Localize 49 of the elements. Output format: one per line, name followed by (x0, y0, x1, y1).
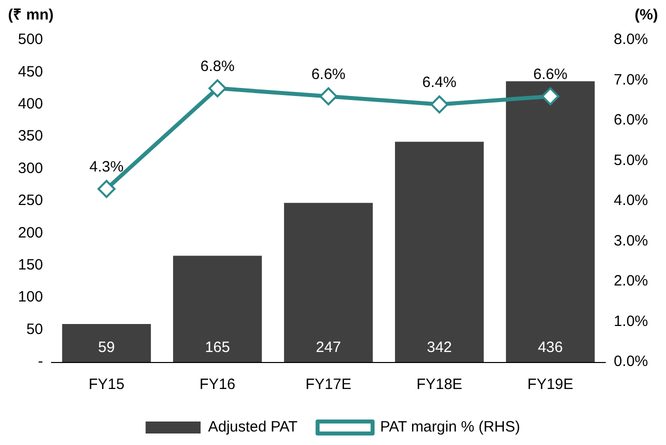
y-tick-label: 50 (26, 320, 44, 338)
x-tick-label: FY15 (88, 376, 124, 394)
y-tick-label: 450 (18, 63, 44, 80)
y-tick-label: 500 (18, 31, 44, 48)
x-tick-label: FY18E (416, 376, 462, 394)
x-tick-label: FY17E (305, 376, 352, 394)
bar (62, 324, 151, 362)
y-tick-label: 400 (18, 96, 44, 113)
point (319, 87, 338, 106)
y-tick-label: 250 (18, 192, 44, 210)
data-label: 4.3% (89, 158, 124, 176)
x-tick-label: FY16 (200, 376, 236, 394)
bar (284, 202, 373, 362)
bar (394, 142, 484, 362)
data-label: 6.6% (311, 66, 346, 83)
y2-tick-label: 7.0% (614, 71, 648, 88)
data-label: 6.4% (422, 74, 456, 92)
data-label: 6.6% (533, 66, 568, 83)
data-label: 436 (538, 339, 563, 356)
y2-tick-label: 6.0% (614, 112, 648, 129)
y-tick-label: 300 (18, 160, 44, 177)
data-label: 59 (98, 339, 115, 356)
y-axis-title: (₹ mn) (8, 6, 54, 24)
y2-tick-label: 3.0% (614, 232, 648, 250)
point (208, 79, 226, 98)
bar (506, 81, 595, 362)
y-tick-label: 350 (18, 128, 44, 145)
point (541, 87, 560, 106)
point (430, 95, 448, 114)
y2-tick-label: 4.0% (614, 192, 648, 210)
y2-tick-label: 2.0% (614, 272, 648, 290)
y-tick-label: 100 (18, 288, 44, 306)
y-tick-label: 200 (18, 224, 44, 242)
bar (173, 256, 262, 362)
data-label: 342 (426, 339, 452, 356)
y-tick-label: - (38, 353, 44, 370)
y2-axis-title: (%) (634, 6, 658, 24)
y2-tick-label: 8.0% (614, 31, 648, 48)
data-label: 165 (204, 339, 230, 356)
y2-tick-label: 1.0% (614, 312, 648, 330)
x-tick-label: FY19E (527, 376, 574, 394)
legend-label: PAT margin % (RHS) (380, 418, 520, 436)
point (98, 180, 116, 198)
y2-tick-label: 0.0% (614, 353, 648, 370)
y-tick-label: 150 (18, 256, 44, 274)
data-label: 6.8% (200, 58, 235, 75)
data-label: 247 (316, 339, 341, 356)
y2-tick-label: 5.0% (614, 152, 648, 169)
legend-label: Adjusted PAT (208, 418, 298, 436)
